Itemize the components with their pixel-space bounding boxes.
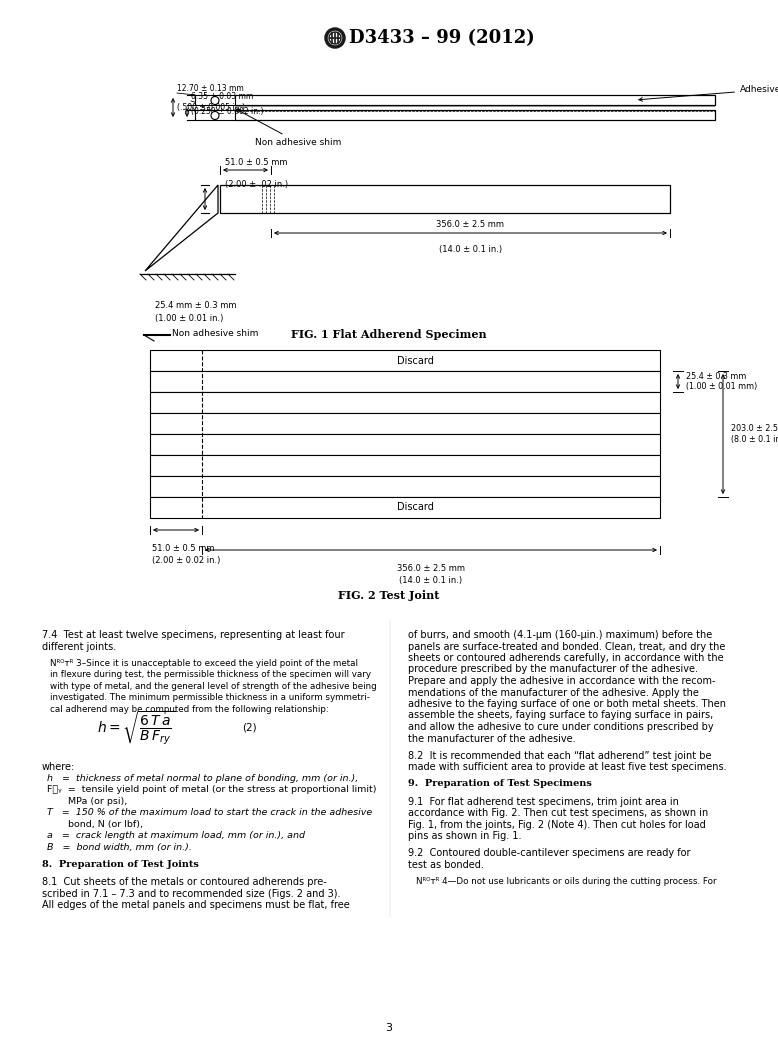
Text: of burrs, and smooth (4.1-μm (160-μin.) maximum) before the: of burrs, and smooth (4.1-μm (160-μin.) …: [408, 630, 712, 640]
Text: Fig. 1, from the joints, Fig. 2 (Note 4). Then cut holes for load: Fig. 1, from the joints, Fig. 2 (Note 4)…: [408, 819, 706, 830]
Text: Discard: Discard: [397, 355, 433, 365]
Text: 8.1  Cut sheets of the metals or contoured adherends pre-: 8.1 Cut sheets of the metals or contoure…: [42, 878, 327, 887]
Text: Nᴿᴼᴛᴿ 3–Since it is unacceptable to exceed the yield point of the metal: Nᴿᴼᴛᴿ 3–Since it is unacceptable to exce…: [50, 659, 358, 667]
Text: pins as shown in Fig. 1.: pins as shown in Fig. 1.: [408, 832, 521, 841]
Text: 51.0 ± 0.5 mm: 51.0 ± 0.5 mm: [225, 158, 288, 167]
Text: Prepare and apply the adhesive in accordance with the recom-: Prepare and apply the adhesive in accord…: [408, 676, 716, 686]
Text: a   =  crack length at maximum load, mm (or in.), and: a = crack length at maximum load, mm (or…: [47, 832, 305, 840]
Text: Non adhesive shim: Non adhesive shim: [237, 109, 342, 147]
Text: mendations of the manufacturer of the adhesive. Apply the: mendations of the manufacturer of the ad…: [408, 687, 699, 697]
Text: Nᴿᴼᴛᴿ 4—Do not use lubricants or oils during the cutting process. For: Nᴿᴼᴛᴿ 4—Do not use lubricants or oils du…: [416, 878, 717, 886]
Bar: [150, 413, 660, 434]
Text: assemble the sheets, faying surface to faying surface in pairs,: assemble the sheets, faying surface to f…: [408, 711, 713, 720]
Text: 51.0 ± 0.5 mm: 51.0 ± 0.5 mm: [152, 544, 215, 553]
Bar: [150, 371, 660, 392]
Text: 3: 3: [386, 1023, 392, 1033]
Text: cal adherend may be computed from the following relationship:: cal adherend may be computed from the fo…: [50, 705, 329, 714]
Text: h   =  thickness of metal normal to plane of bonding, mm (or in.),: h = thickness of metal normal to plane o…: [47, 773, 358, 783]
Polygon shape: [145, 185, 218, 271]
Bar: [150, 497, 660, 518]
Text: 203.0 ± 2.5 mm
(8.0 ± 0.1 in.): 203.0 ± 2.5 mm (8.0 ± 0.1 in.): [731, 425, 778, 443]
Text: (.500 ± 0.005 in.): (.500 ± 0.005 in.): [177, 103, 245, 112]
Text: scribed in 7.1 – 7.3 and to recommended size (Figs. 2 and 3).: scribed in 7.1 – 7.3 and to recommended …: [42, 889, 341, 898]
Text: 7.4  Test at least twelve specimens, representing at least four: 7.4 Test at least twelve specimens, repr…: [42, 630, 345, 640]
Bar: [235, 95, 715, 105]
Text: Fᵲᵧ  =  tensile yield point of metal (or the stress at proportional limit): Fᵲᵧ = tensile yield point of metal (or t…: [47, 785, 377, 794]
Text: with type of metal, and the general level of strength of the adhesive being: with type of metal, and the general leve…: [50, 682, 377, 691]
Text: 8.  Preparation of Test Joints: 8. Preparation of Test Joints: [42, 860, 199, 869]
Bar: [150, 350, 660, 371]
Text: 9.1  For flat adherend test specimens, trim joint area in: 9.1 For flat adherend test specimens, tr…: [408, 796, 679, 807]
Text: procedure prescribed by the manufacturer of the adhesive.: procedure prescribed by the manufacturer…: [408, 664, 698, 675]
Text: the manufacturer of the adhesive.: the manufacturer of the adhesive.: [408, 734, 576, 743]
Text: different joints.: different joints.: [42, 641, 116, 652]
Text: and allow the adhesive to cure under conditions prescribed by: and allow the adhesive to cure under con…: [408, 722, 713, 732]
Text: (2): (2): [242, 723, 257, 733]
Text: 356.0 ± 2.5 mm: 356.0 ± 2.5 mm: [397, 564, 465, 573]
Text: accordance with Fig. 2. Then cut test specimens, as shown in: accordance with Fig. 2. Then cut test sp…: [408, 808, 708, 818]
Text: where:: where:: [42, 762, 75, 772]
Text: 6.35 ± 0.03 mm: 6.35 ± 0.03 mm: [191, 92, 254, 101]
Text: Discard: Discard: [397, 503, 433, 512]
Text: (14.0 ± 0.1 in.): (14.0 ± 0.1 in.): [439, 245, 502, 254]
Text: Non adhesive shim: Non adhesive shim: [172, 330, 258, 338]
Bar: [235, 110, 715, 120]
Text: sheets or contoured adherends carefully, in accordance with the: sheets or contoured adherends carefully,…: [408, 653, 724, 663]
Text: bond, N (or lbf),: bond, N (or lbf),: [47, 819, 143, 829]
Text: Adhesive: Adhesive: [639, 85, 778, 101]
Text: 8.2  It is recommended that each “flat adherend” test joint be: 8.2 It is recommended that each “flat ad…: [408, 751, 712, 761]
Text: 25.4 ± 0.3 mm
(1.00 ± 0.01 mm): 25.4 ± 0.3 mm (1.00 ± 0.01 mm): [686, 372, 757, 391]
Text: panels are surface-treated and bonded. Clean, treat, and dry the: panels are surface-treated and bonded. C…: [408, 641, 725, 652]
Text: in flexure during test, the permissible thickness of the specimen will vary: in flexure during test, the permissible …: [50, 670, 371, 679]
Bar: [235, 110, 715, 120]
Text: FIG. 1 Flat Adherend Specimen: FIG. 1 Flat Adherend Specimen: [291, 329, 487, 340]
Bar: [150, 455, 660, 476]
Text: MPa (or psi),: MPa (or psi),: [47, 796, 128, 806]
Text: adhesive to the faying surface of one or both metal sheets. Then: adhesive to the faying surface of one or…: [408, 699, 726, 709]
Text: 9.  Preparation of Test Specimens: 9. Preparation of Test Specimens: [408, 780, 592, 788]
Bar: [195, 110, 715, 120]
Bar: [195, 95, 715, 105]
Text: (2.00 ± .02 in.): (2.00 ± .02 in.): [225, 180, 288, 189]
Text: (0.250 ± 0.002 in.): (0.250 ± 0.002 in.): [191, 107, 264, 116]
Text: $h = \sqrt{\dfrac{6\,T\,a}{B\,F_{ry}}}$: $h = \sqrt{\dfrac{6\,T\,a}{B\,F_{ry}}}$: [97, 709, 175, 746]
Text: 356.0 ± 2.5 mm: 356.0 ± 2.5 mm: [436, 220, 504, 229]
Text: 12.70 ± 0.13 mm: 12.70 ± 0.13 mm: [177, 84, 244, 93]
Bar: [235, 95, 715, 105]
Text: FIG. 2 Test Joint: FIG. 2 Test Joint: [338, 590, 440, 601]
Text: All edges of the metal panels and specimens must be flat, free: All edges of the metal panels and specim…: [42, 900, 350, 910]
Text: 9.2  Contoured double-cantilever specimens are ready for: 9.2 Contoured double-cantilever specimen…: [408, 848, 691, 859]
Circle shape: [211, 97, 219, 104]
Text: made with sufficient area to provide at least five test specimens.: made with sufficient area to provide at …: [408, 762, 727, 772]
Bar: [150, 434, 660, 455]
Bar: [150, 392, 660, 413]
Text: (2.00 ± 0.02 in.): (2.00 ± 0.02 in.): [152, 556, 220, 565]
Bar: [220, 185, 670, 213]
Bar: [150, 476, 660, 497]
Text: T   =  150 % of the maximum load to start the crack in the adhesive: T = 150 % of the maximum load to start t…: [47, 808, 372, 817]
Text: D3433 – 99 (2012): D3433 – 99 (2012): [349, 29, 534, 47]
Text: (1.00 ± 0.01 in.): (1.00 ± 0.01 in.): [155, 314, 223, 323]
Text: (14.0 ± 0.1 in.): (14.0 ± 0.1 in.): [399, 576, 463, 585]
Text: B   =  bond width, mm (or in.).: B = bond width, mm (or in.).: [47, 843, 192, 852]
Text: investigated. The minimum permissible thickness in a uniform symmetri-: investigated. The minimum permissible th…: [50, 693, 370, 703]
Circle shape: [211, 111, 219, 120]
Bar: [235, 105, 715, 107]
Text: test as bonded.: test as bonded.: [408, 860, 484, 870]
Text: 25.4 mm ± 0.3 mm: 25.4 mm ± 0.3 mm: [155, 301, 237, 310]
